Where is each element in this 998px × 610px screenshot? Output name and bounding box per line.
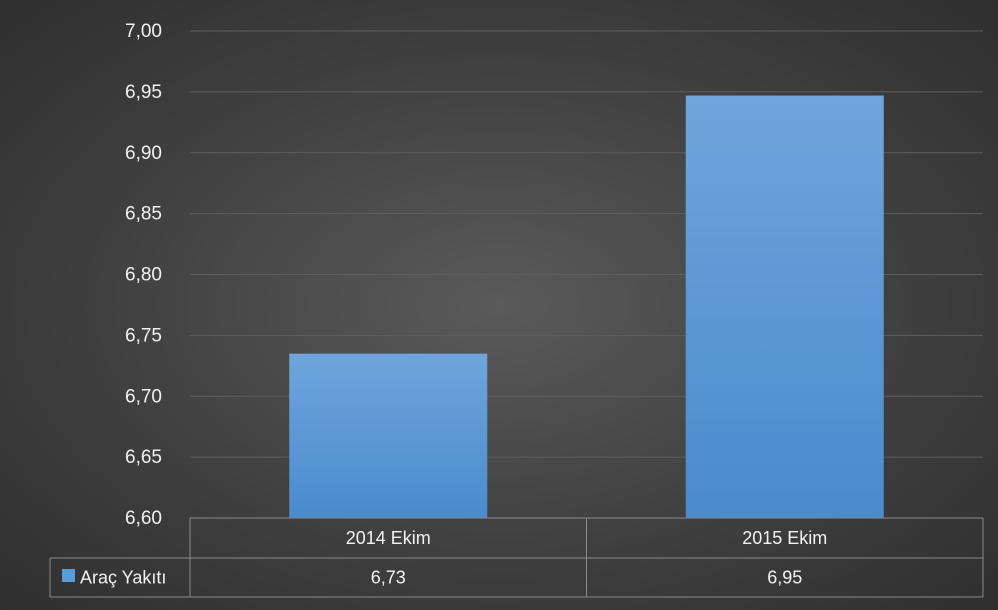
bar [685, 95, 884, 518]
y-tick-label: 6,75 [125, 325, 162, 346]
y-tick-label: 6,60 [125, 508, 162, 529]
y-tick-label: 6,95 [125, 82, 162, 103]
x-tick-label: 2015 Ekim [742, 528, 827, 548]
y-tick-label: 6,70 [125, 386, 162, 407]
x-tick-label: 2014 Ekim [346, 528, 431, 548]
data-label: 6,95 [767, 568, 802, 588]
legend-label: Araç Yakıtı [80, 568, 166, 588]
y-tick-label: 6,85 [125, 204, 162, 225]
y-tick-label: 6,90 [125, 143, 162, 164]
y-tick-label: 7,00 [125, 21, 162, 42]
y-tick-label: 6,80 [125, 265, 162, 286]
y-tick-label: 6,65 [125, 447, 162, 468]
bar [289, 353, 488, 518]
legend-swatch [62, 569, 75, 582]
data-label: 6,73 [371, 568, 406, 588]
